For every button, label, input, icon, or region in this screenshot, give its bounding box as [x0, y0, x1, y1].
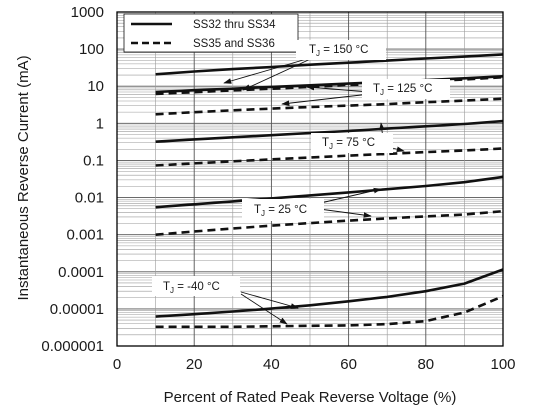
series-dashed-4	[155, 97, 504, 116]
annotation-tj-5: TJ = -40 °C	[152, 276, 299, 325]
series-solid-7	[155, 175, 504, 209]
plot-frame	[116, 11, 504, 347]
y-tick-label: 0.00001	[50, 301, 104, 318]
annotation-backdrop	[362, 79, 450, 99]
annotation-label: TJ = -40 °C	[163, 281, 220, 295]
annotation-backdrop	[152, 276, 240, 296]
legend: SS32 thru SS34 SS35 and SS36	[123, 13, 299, 53]
annotation-backdrop	[296, 40, 386, 60]
series-solid-1	[155, 53, 504, 76]
series-solid-9	[155, 268, 504, 318]
series-dashed-6	[155, 147, 504, 167]
y-tick-label: 10	[87, 78, 104, 95]
annotation-backdrop	[311, 133, 393, 153]
x-tick-label: 80	[417, 356, 434, 373]
y-tick-label: 1000	[71, 4, 104, 21]
annotation-tj-4: TJ = 25 °C	[242, 187, 382, 221]
x-tick-label: 100	[490, 356, 515, 373]
annotation-arrow	[242, 55, 318, 91]
annotation-tj-3: TJ = 75 °C	[311, 122, 405, 153]
annotation-label: TJ = 25 °C	[254, 204, 307, 218]
series-solid-5	[155, 119, 504, 143]
annotation-arrow	[281, 93, 371, 106]
legend-label: SS32 thru SS34	[193, 19, 276, 31]
annotation-backdrop	[242, 199, 324, 221]
y-tick-label: 100	[79, 41, 104, 58]
y-tick-label: 0.1	[83, 152, 104, 169]
y-tick-label: 0.01	[75, 190, 104, 207]
annotation-arrow	[240, 291, 299, 309]
y-tick-label: 0.000001	[41, 338, 104, 355]
annotation-label: TJ = 125 °C	[373, 83, 432, 97]
series-dashed-8	[155, 209, 504, 236]
annotation-arrow	[306, 84, 371, 93]
annotation-label: TJ = 75 °C	[322, 137, 375, 151]
series-dashed-10	[155, 295, 504, 329]
y-tick-labels: 1000 100 10 1 0.1 0.01 0.001 0.0001 0.00001 0.000…	[41, 4, 104, 355]
legend-label: SS35 and SS36	[193, 38, 275, 50]
legend-box	[123, 13, 299, 53]
x-tick-label: 0	[113, 356, 121, 373]
annotations: TJ = 150 °C TJ = 125 °C TJ = 75 °C TJ = 25 …	[152, 40, 450, 325]
annotation-arrow	[223, 55, 318, 84]
x-tick-label: 60	[340, 356, 357, 373]
x-tick-label: 20	[186, 356, 203, 373]
annotation-tj-2: TJ = 125 °C	[281, 79, 450, 106]
annotation-label: TJ = 150 °C	[309, 44, 368, 58]
x-tick-labels: 0 20 40 60 80 100	[113, 356, 516, 373]
x-tick-label: 40	[263, 356, 280, 373]
y-axis-label: Instantaneous Reverse Current (mA)	[15, 55, 32, 300]
annotation-tj-1: TJ = 150 °C	[223, 40, 386, 91]
x-axis-label: Percent of Rated Peak Reverse Voltage (%…	[164, 389, 457, 406]
y-tick-label: 1	[96, 115, 104, 132]
y-tick-label: 0.001	[66, 227, 104, 244]
annotation-arrow	[240, 293, 288, 325]
y-tick-label: 0.0001	[58, 264, 104, 281]
